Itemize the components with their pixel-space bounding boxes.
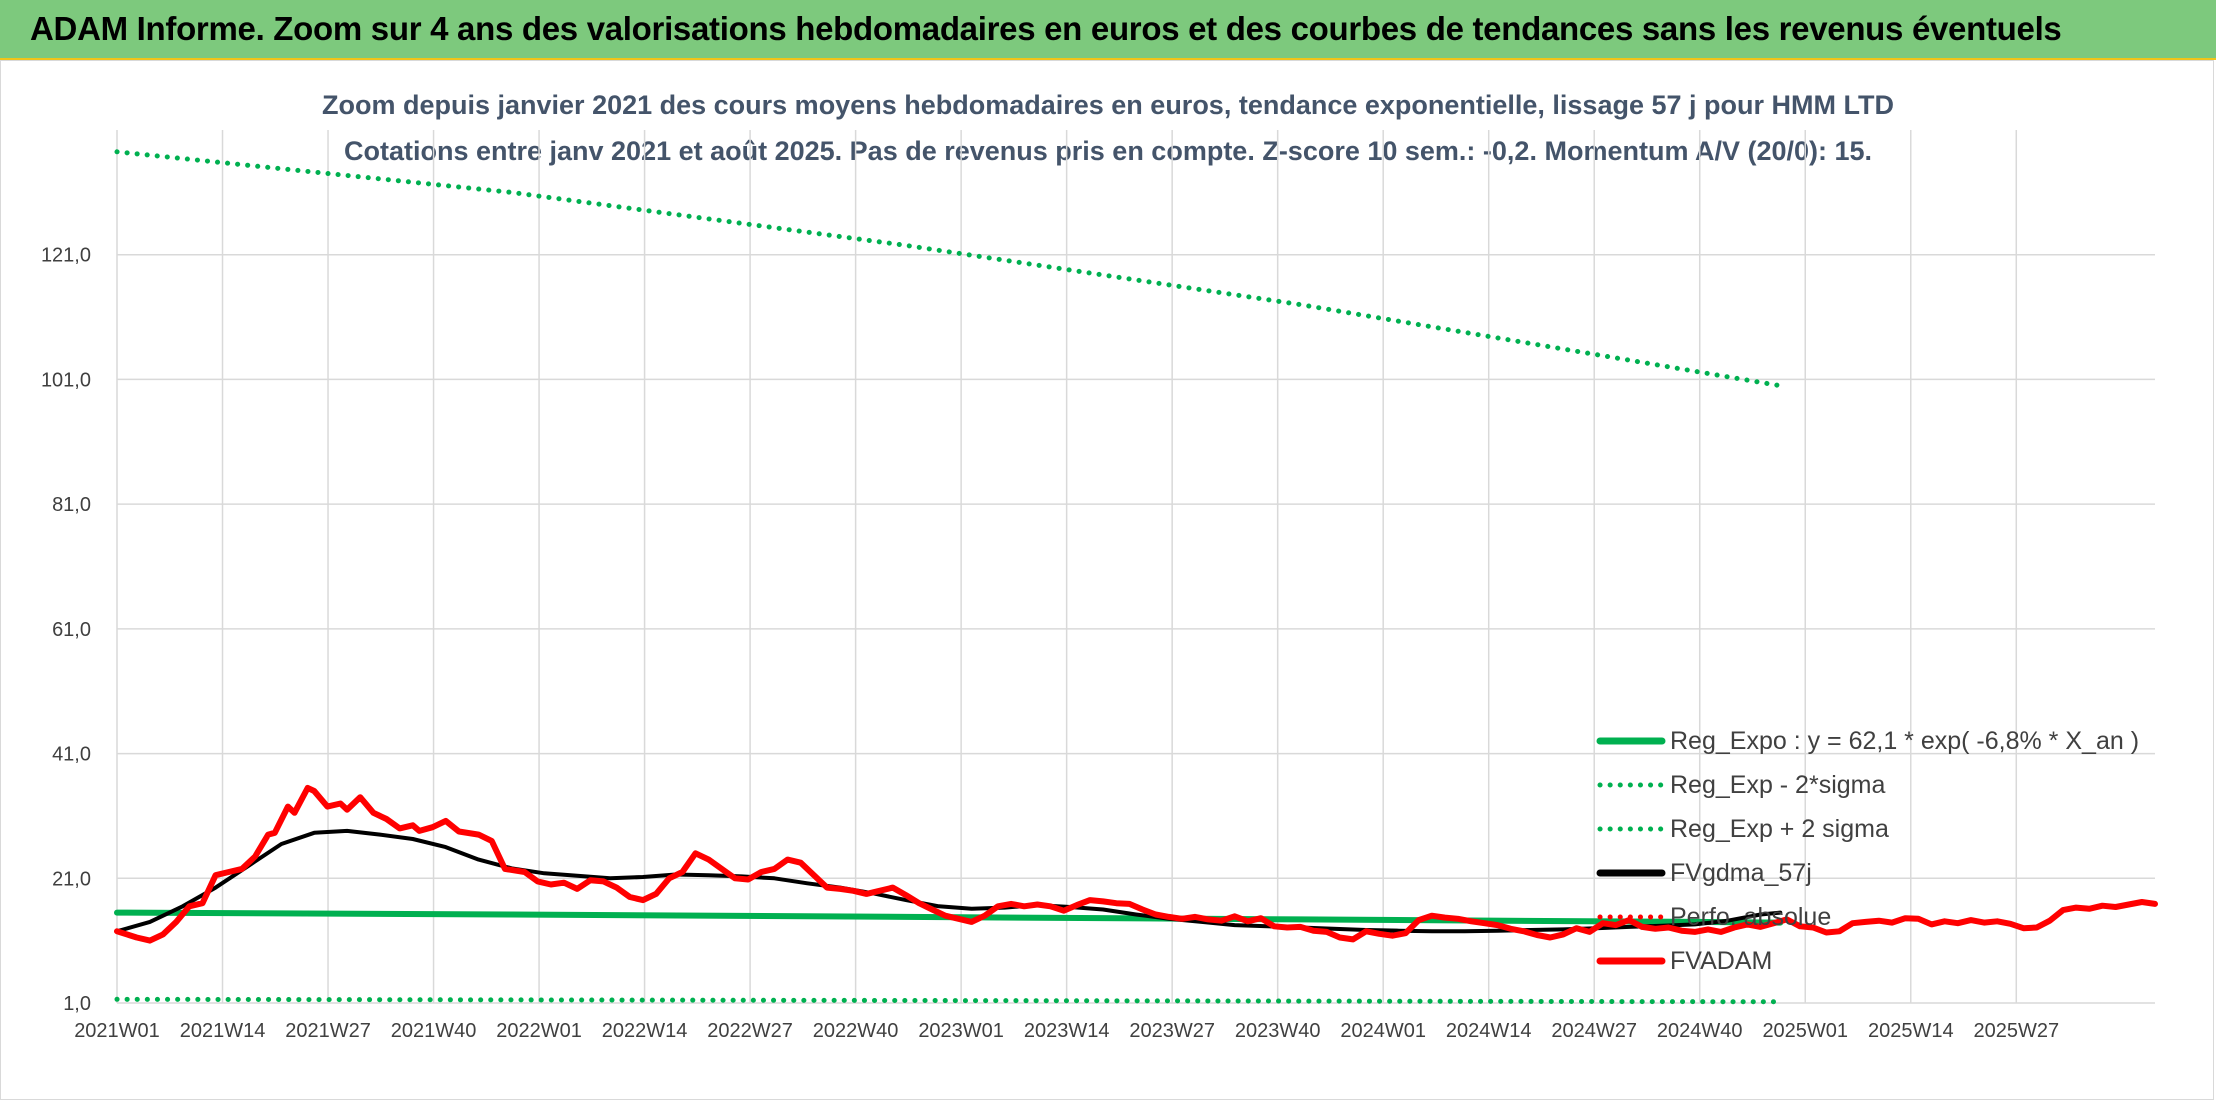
x-tick-label: 2022W40 — [813, 1020, 899, 1042]
y-tick-label: 61,0 — [52, 619, 91, 641]
x-tick-label: 2025W14 — [1868, 1020, 1954, 1042]
grid-lines — [116, 130, 2155, 1004]
x-tick-label: 2021W40 — [391, 1020, 477, 1042]
series-line-1 — [114, 996, 1783, 1005]
x-tick-label: 2023W01 — [918, 1020, 1004, 1042]
y-tick-label: 21,0 — [52, 868, 91, 890]
x-tick-label: 2024W14 — [1446, 1020, 1532, 1042]
chart-frame — [0, 60, 2214, 1100]
y-tick-label: 1,0 — [63, 993, 91, 1015]
x-tick-label: 2021W27 — [285, 1020, 371, 1042]
chart-title: Zoom depuis janvier 2021 des cours moyen… — [322, 90, 1894, 120]
x-axis: 2021W01 2021W14 2021W27 2021W40 2022W01 2022W… — [74, 1020, 2059, 1042]
banner-title: ADAM Informe. Zoom sur 4 ans des valoris… — [30, 10, 2062, 47]
y-axis: 1,0 21,0 41,0 61,0 81,0 101,0 121,0 — [41, 245, 91, 1015]
x-tick-label: 2021W01 — [74, 1020, 160, 1042]
y-tick-label: 121,0 — [41, 245, 91, 267]
legend-label: FVgdma_57j — [1670, 859, 1812, 887]
x-tick-label: 2022W14 — [602, 1020, 688, 1042]
chart-subtitle: Cotations entre janv 2021 et août 2025. … — [343, 136, 1873, 166]
series-line-5 — [114, 784, 2158, 944]
x-tick-label: 2024W27 — [1551, 1020, 1637, 1042]
chart-legend: Reg_Expo : y = 62,1 * exp( -6,8% * X_an … — [1596, 727, 2139, 975]
legend-label: FVADAM — [1670, 947, 1772, 975]
x-tick-label: 2023W27 — [1129, 1020, 1215, 1042]
x-tick-label: 2023W40 — [1235, 1020, 1321, 1042]
y-tick-label: 81,0 — [52, 494, 91, 516]
series-line-2 — [114, 149, 1783, 389]
series-lines — [114, 149, 2158, 1005]
x-tick-label: 2024W01 — [1340, 1020, 1426, 1042]
legend-label: Perfo. absolue — [1670, 903, 1831, 931]
legend-label: Reg_Exp + 2 sigma — [1670, 815, 1889, 843]
x-tick-label: 2021W14 — [180, 1020, 266, 1042]
legend-label: Reg_Exp - 2*sigma — [1670, 771, 1885, 799]
y-tick-label: 41,0 — [52, 744, 91, 766]
x-tick-label: 2024W40 — [1657, 1020, 1743, 1042]
x-tick-label: 2022W01 — [496, 1020, 582, 1042]
y-tick-label: 101,0 — [41, 369, 91, 391]
x-tick-label: 2022W27 — [707, 1020, 793, 1042]
x-tick-label: 2023W14 — [1024, 1020, 1110, 1042]
legend-label: Reg_Expo : y = 62,1 * exp( -6,8% * X_an … — [1670, 727, 2139, 755]
x-tick-label: 2025W01 — [1762, 1020, 1848, 1042]
report-banner: ADAM Informe. Zoom sur 4 ans des valoris… — [0, 0, 2216, 60]
x-tick-label: 2025W27 — [1973, 1020, 2059, 1042]
